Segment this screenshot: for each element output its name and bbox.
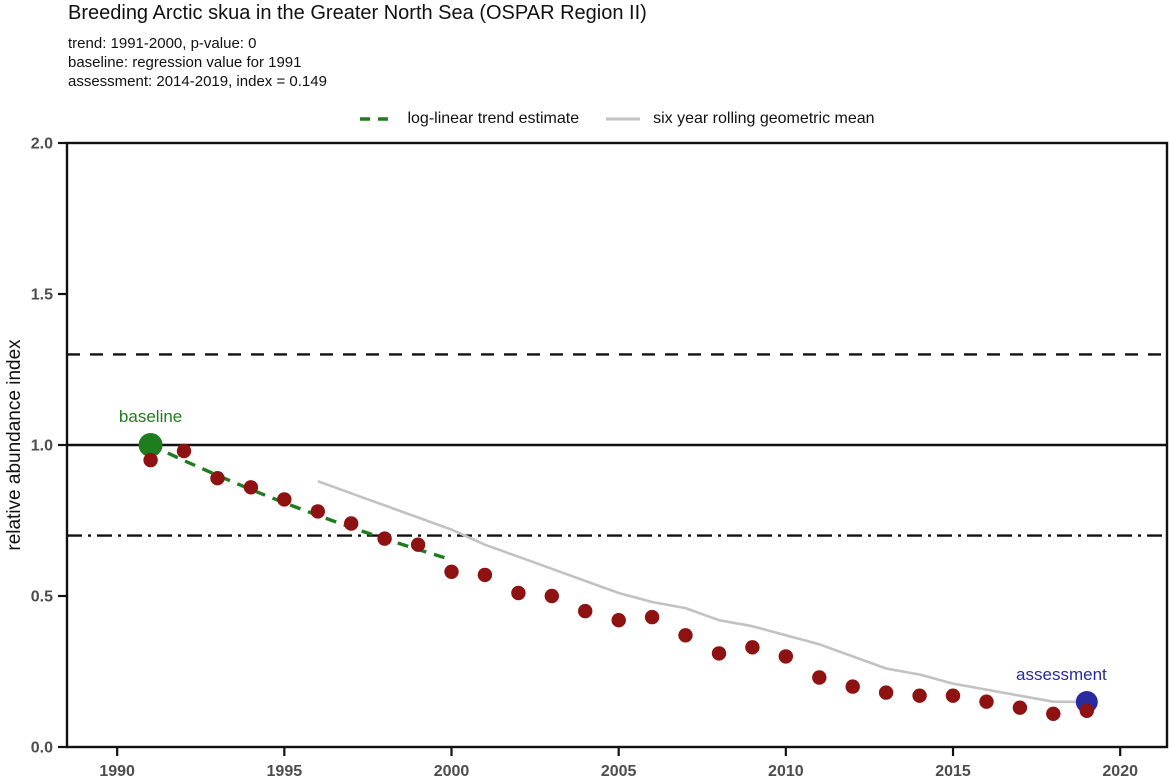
legend-label-rolling-mean: six year rolling geometric mean [653, 110, 875, 127]
data-point [644, 609, 660, 625]
data-point [310, 504, 325, 519]
data-point [812, 670, 827, 685]
data-point [1046, 706, 1061, 721]
x-tick-label: 2005 [601, 763, 637, 780]
x-tick-label: 1990 [99, 763, 135, 780]
solid-line-swatch-icon [606, 117, 641, 121]
x-tick-label: 2015 [935, 763, 971, 780]
dashed-line-swatch-icon [360, 117, 395, 121]
data-point [778, 649, 793, 664]
data-point [344, 516, 359, 531]
baseline-point [138, 433, 163, 457]
page-title: Breeding Arctic skua in the Greater Nort… [68, 2, 647, 24]
data-point [511, 585, 526, 601]
data-point [912, 688, 927, 703]
y-tick-label: 2.0 [31, 136, 53, 153]
y-tick-label: 0.5 [31, 589, 53, 606]
data-point [945, 688, 961, 703]
y-tick-label: 1.0 [31, 438, 53, 455]
x-tick-label: 2000 [434, 763, 470, 780]
assessment-label: assessment [1016, 665, 1107, 684]
x-tick-label: 1995 [267, 763, 303, 780]
data-point [176, 443, 192, 459]
subtitle-trend: trend: 1991-2000, p-value: 0 [68, 35, 257, 52]
data-point [578, 603, 593, 619]
y-tick-label: 0.0 [31, 740, 53, 757]
trend-line [149, 443, 453, 562]
rolling-mean-line [317, 479, 1087, 704]
data-point [678, 628, 693, 643]
data-point [377, 531, 392, 546]
legend-label-trend: log-linear trend estimate [407, 110, 580, 127]
data-point [277, 492, 292, 507]
data-point [611, 613, 626, 628]
baseline-label: baseline [119, 407, 182, 426]
data-point [477, 567, 493, 583]
legend-item-trend: log-linear trend estimate [359, 110, 579, 128]
data-point [745, 640, 760, 655]
subtitle-assessment: assessment: 2014-2019, index = 0.149 [68, 73, 327, 90]
data-point [544, 588, 559, 604]
y-axis-title: relative abundance index [4, 339, 25, 551]
data-point [444, 564, 459, 579]
x-tick-label: 2010 [768, 763, 804, 780]
y-tick-label: 1.5 [31, 287, 53, 304]
data-point [979, 694, 994, 709]
data-point [845, 679, 860, 694]
data-point [1012, 700, 1028, 715]
data-point [878, 685, 894, 700]
data-point [711, 646, 727, 661]
data-point [143, 452, 158, 468]
x-tick-label: 2020 [1102, 763, 1138, 780]
data-point [1079, 703, 1095, 718]
data-point [210, 471, 225, 486]
data-point [410, 537, 426, 552]
chart-subtitle: trend: 1991-2000, p-value: 0 baseline: r… [68, 34, 327, 91]
subtitle-baseline: baseline: regression value for 1991 [68, 54, 302, 71]
legend: log-linear trend estimate six year rolli… [67, 110, 1167, 128]
data-point [243, 480, 259, 495]
legend-item-rolling-mean: six year rolling geometric mean [605, 110, 875, 128]
